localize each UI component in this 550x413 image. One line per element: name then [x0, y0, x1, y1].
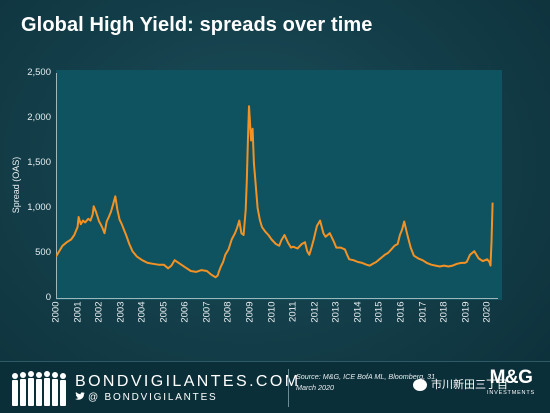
x-tick-label: 2020	[481, 301, 493, 323]
x-tick-label: 2011	[287, 301, 299, 322]
x-tick-label: 2000	[50, 301, 62, 323]
x-tick-label: 2003	[115, 301, 127, 323]
x-tick-label: 2014	[352, 301, 364, 323]
x-tick-label: 2009	[244, 301, 256, 323]
x-tick-label: 2015	[373, 301, 385, 323]
x-tick-label: 2006	[179, 301, 191, 323]
y-tick-label: 2,000	[27, 112, 51, 123]
twitter-icon	[75, 392, 85, 400]
x-tick-label: 2004	[136, 301, 148, 323]
bondvigilantes-brand: BONDVIGILANTES.COM	[75, 373, 301, 390]
wechat-watermark-text: 市川新田三丁目	[431, 379, 508, 391]
y-tick-label: 1,500	[27, 157, 51, 168]
x-tick-label: 2002	[93, 301, 105, 323]
source-note: Source: M&G, ICE BofA ML, Bloomberg, 31 …	[296, 372, 436, 392]
x-tick-label: 2016	[395, 301, 407, 323]
x-tick-label: 2018	[438, 301, 450, 323]
x-tick-label: 2019	[460, 301, 472, 323]
x-tick-label: 2001	[72, 301, 84, 323]
x-tick-label: 2005	[158, 301, 170, 323]
x-tick-label: 2017	[417, 301, 429, 323]
y-tick-label: 500	[35, 247, 51, 258]
chart-plot-area	[56, 70, 502, 300]
mg-investments-logo: M&G INVESTMENTS	[480, 367, 542, 396]
spread-series-line	[56, 105, 494, 279]
x-tick-label: 2007	[201, 301, 213, 323]
people-silhouettes-icon	[12, 371, 66, 406]
x-tick-label: 2010	[266, 301, 278, 323]
x-tick-label: 2013	[330, 301, 342, 323]
footer-divider	[288, 369, 289, 407]
footer-bar: BONDVIGILANTES.COM @ BONDVIGILANTES Sour…	[0, 361, 550, 413]
twitter-handle-text: @ BONDVIGILANTES	[88, 392, 218, 403]
x-tick-label: 2008	[222, 301, 234, 323]
twitter-handle: @ BONDVIGILANTES	[75, 392, 218, 403]
page-title: Global High Yield: spreads over time	[21, 14, 373, 36]
y-axis-label: Spread (OAS)	[11, 156, 21, 214]
wechat-watermark: 市川新田三丁目	[413, 376, 508, 392]
y-tick-label: 0	[45, 292, 51, 303]
spreads-line-chart	[56, 73, 498, 299]
mg-logo-subtext: INVESTMENTS	[487, 390, 535, 396]
x-tick-label: 2012	[309, 301, 321, 323]
y-tick-label: 1,000	[27, 202, 51, 213]
wechat-icon	[413, 379, 427, 392]
y-tick-label: 2,500	[27, 67, 51, 78]
mg-logo-letters: M&G	[489, 367, 533, 388]
